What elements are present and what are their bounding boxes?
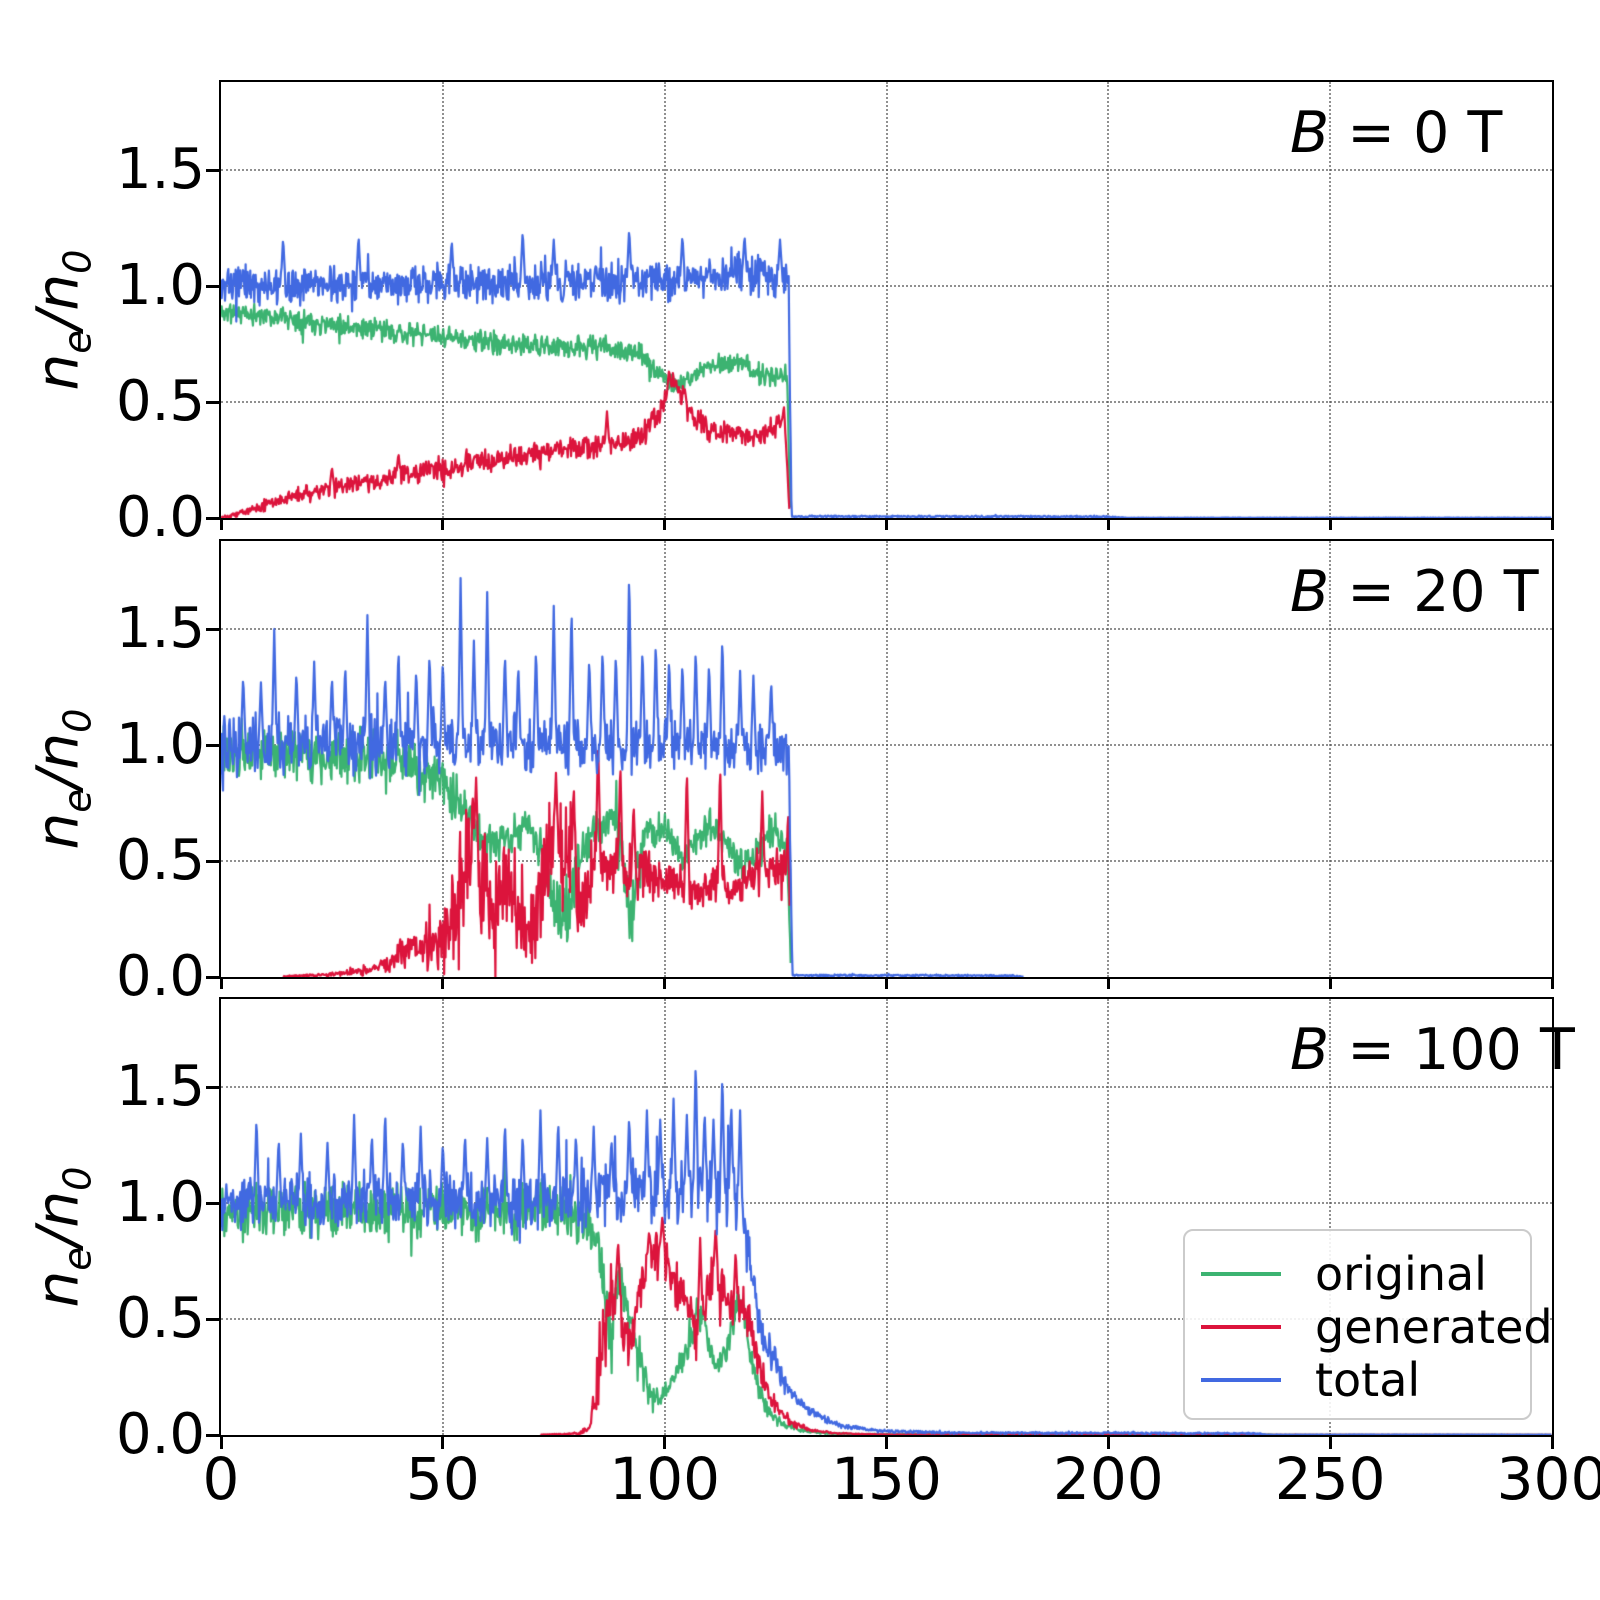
ylabel-sub-e: e: [55, 330, 101, 354]
annotation-value: = 20 T: [1329, 559, 1539, 625]
y-tick-label: 1.5: [115, 137, 205, 203]
x-tick-mark: [1328, 520, 1332, 530]
x-tick-mark: [1106, 1437, 1110, 1449]
x-tick-label: 250: [1274, 1445, 1386, 1513]
legend-label-total: total: [1315, 1353, 1421, 1407]
x-tick-mark: [663, 520, 667, 530]
legend-line-generated: [1201, 1325, 1281, 1329]
x-tick-mark: [885, 979, 888, 989]
legend-label-generated: generated: [1315, 1300, 1553, 1354]
y-tick-label: 1.5: [115, 1054, 205, 1120]
y-tick-mark: [206, 1317, 219, 1321]
plot-area-b-20t: [221, 541, 1552, 977]
y-tick-label: 0.5: [115, 1286, 205, 1352]
x-tick-mark: [663, 1437, 667, 1449]
panel-annotation-b-20t: B = 20 T: [1290, 563, 1539, 621]
y-tick-label: 0.0: [115, 1402, 205, 1467]
y-tick-mark: [206, 1433, 219, 1437]
x-tick-mark: [885, 1437, 888, 1449]
annotation-value: = 100 T: [1329, 1017, 1575, 1083]
annotation-variable: B: [1290, 100, 1330, 166]
y-tick-mark: [206, 859, 219, 863]
legend-label-original: original: [1315, 1247, 1487, 1301]
x-tick-mark: [885, 520, 888, 530]
y-tick-label: 1.0: [115, 253, 205, 319]
y-tick-mark: [206, 400, 219, 404]
y-tick-label: 1.0: [115, 712, 205, 778]
x-tick-label: 150: [831, 1445, 942, 1513]
x-tick-mark: [1550, 520, 1554, 530]
x-tick-mark: [663, 979, 667, 989]
y-tick-mark: [206, 627, 219, 631]
x-tick-mark: [441, 520, 445, 530]
ylabel-sub-e: e: [55, 1247, 101, 1271]
annotation-variable: B: [1290, 559, 1330, 625]
legend-line-total: [1201, 1378, 1281, 1382]
x-tick-mark: [441, 979, 445, 989]
y-tick-label: 0.5: [115, 828, 205, 894]
panel-annotation-b-100t: B = 100 T: [1290, 1021, 1575, 1079]
x-tick-mark: [1106, 520, 1110, 530]
legend-item-total: total: [1201, 1354, 1520, 1406]
y-tick-mark: [206, 1085, 219, 1089]
panel-b-20t: B = 20 T: [219, 539, 1554, 979]
y-tick-mark: [206, 516, 219, 520]
legend-line-original: [1201, 1272, 1281, 1276]
x-tick-mark: [219, 1437, 223, 1449]
x-tick-label: 100: [609, 1445, 721, 1513]
annotation-value: = 0 T: [1329, 100, 1503, 166]
legend-item-original: original: [1201, 1248, 1520, 1300]
y-tick-mark: [206, 1201, 219, 1205]
series-lines-canvas-panel-1: [221, 541, 1552, 977]
x-tick-mark: [441, 1437, 445, 1449]
x-tick-mark: [1106, 979, 1110, 989]
x-tick-label: 200: [1052, 1445, 1164, 1513]
x-tick-mark: [1550, 979, 1554, 989]
y-tick-mark: [206, 284, 219, 288]
y-tick-mark: [206, 743, 219, 747]
x-tick-mark: [1328, 979, 1332, 989]
x-tick-mark: [219, 979, 223, 989]
legend-item-generated: generated: [1201, 1301, 1553, 1353]
legend: original generated total: [1183, 1229, 1553, 1420]
x-tick-mark: [219, 520, 223, 530]
x-tick-label: 300: [1496, 1445, 1600, 1513]
x-tick-label: 50: [405, 1445, 480, 1513]
y-tick-label: 1.5: [115, 596, 205, 662]
y-tick-label: 0.5: [115, 369, 205, 435]
panel-annotation-b-0t: B = 0 T: [1290, 104, 1502, 162]
plot-area-b-0t: [221, 82, 1552, 518]
x-tick-mark: [1550, 1437, 1554, 1449]
y-tick-label: 1.0: [115, 1170, 205, 1236]
x-tick-mark: [1328, 1437, 1332, 1449]
y-tick-mark: [206, 168, 219, 172]
y-tick-label: 0.0: [115, 485, 205, 550]
y-tick-mark: [206, 975, 219, 979]
ylabel-sub-e: e: [55, 789, 101, 813]
annotation-variable: B: [1290, 1017, 1330, 1083]
x-tick-label: 0: [202, 1445, 240, 1513]
panel-b-0t: B = 0 T: [219, 80, 1554, 520]
y-tick-label: 0.0: [115, 944, 205, 1009]
series-lines-canvas-panel-0: [221, 82, 1552, 518]
